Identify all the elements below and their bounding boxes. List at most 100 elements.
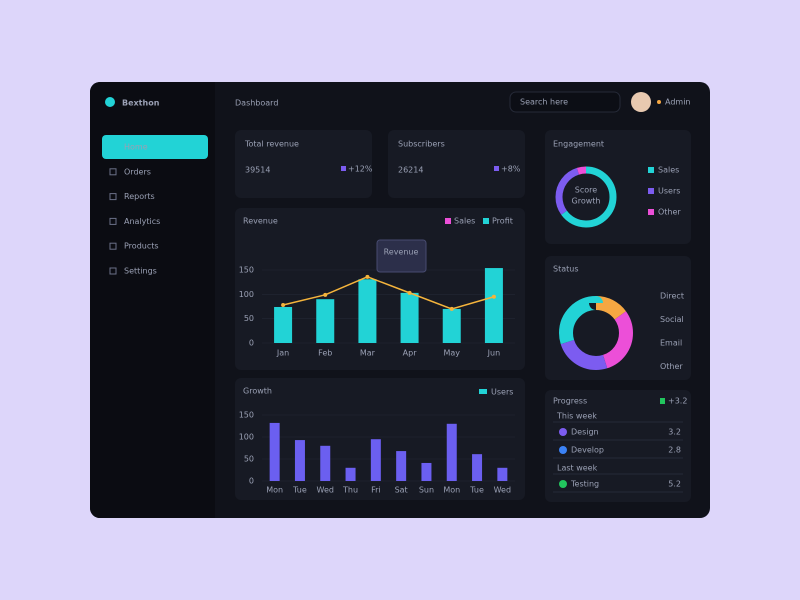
legend-label: Direct (660, 292, 684, 301)
x-tick-label: Mar (360, 349, 376, 358)
bar (497, 467, 508, 481)
legend-label: Email (660, 339, 682, 348)
tooltip (376, 239, 427, 273)
donut-segment (555, 166, 617, 228)
row-value: 3.2 (668, 428, 681, 437)
kpi-label: Total revenue (244, 140, 299, 149)
status-dot (657, 100, 661, 104)
bar (274, 306, 293, 343)
bar (484, 268, 503, 343)
x-tick-label: Mon (266, 486, 283, 495)
x-tick-label: Tue (292, 486, 307, 495)
page-title: Dashboard (235, 99, 278, 108)
chart-title: Growth (243, 387, 272, 396)
avatar[interactable] (631, 92, 651, 112)
y-tick-label: 150 (239, 411, 254, 420)
line-dot (323, 292, 328, 297)
legend-swatch (648, 167, 654, 173)
row-dot (559, 446, 567, 454)
menu-icon (109, 242, 117, 250)
menu-item[interactable]: Orders (124, 167, 151, 176)
menu-item[interactable]: Settings (124, 267, 157, 276)
kpi-badge: +12% (348, 165, 373, 174)
legend-label: Users (491, 388, 513, 397)
legend-label: Users (658, 187, 680, 196)
donut-segment (559, 296, 633, 370)
tooltip-text: Revenue (384, 248, 419, 257)
kpi-badge-icon (341, 166, 346, 171)
legend-swatch (648, 209, 654, 215)
donut-segment (555, 166, 617, 228)
x-tick-label: Apr (403, 349, 418, 358)
y-tick-label: 100 (239, 433, 254, 442)
badge: +3.2 (668, 397, 687, 406)
legend-label: Sales (658, 166, 679, 175)
legend-label: Social (660, 315, 684, 324)
x-tick-label: Wed (494, 486, 511, 495)
sidebar (90, 82, 215, 518)
kpi-badge: +8% (501, 165, 521, 174)
bar (446, 423, 457, 481)
kpi-value: 39514 (245, 166, 270, 175)
legend-label: Sales (454, 217, 475, 226)
card (235, 130, 372, 198)
bar (358, 279, 377, 343)
badge-swatch (660, 398, 665, 404)
chart-title: Revenue (243, 217, 278, 226)
group-heading: Last week (557, 464, 598, 473)
logo (105, 97, 115, 107)
row-value: 2.8 (668, 446, 681, 455)
menu-item[interactable]: Analytics (124, 217, 160, 226)
donut-segment (559, 296, 633, 370)
row-dot (559, 480, 567, 488)
group-heading: This week (556, 412, 597, 421)
card-title: Status (553, 265, 579, 274)
row-value: 5.2 (668, 480, 681, 489)
x-tick-label: Jan (276, 349, 289, 358)
brand: Bexthon (122, 99, 160, 108)
x-tick-label: Sun (419, 486, 434, 495)
bar (345, 467, 356, 481)
donut-label: Score (575, 186, 597, 195)
bar (400, 292, 419, 343)
bar (442, 308, 461, 343)
bar (370, 439, 381, 481)
menu-item[interactable]: Products (124, 242, 159, 251)
row-label: Testing (570, 480, 599, 489)
bar (421, 462, 432, 481)
search-box[interactable] (509, 91, 621, 113)
line (282, 276, 495, 310)
bar (320, 445, 331, 481)
menu-item[interactable]: Home (124, 143, 148, 152)
donut-segment (559, 296, 633, 370)
legend-swatch (483, 218, 489, 224)
line-dot (449, 306, 454, 311)
menu-active[interactable] (102, 135, 208, 159)
bar (269, 422, 280, 481)
x-tick-label: Feb (318, 349, 332, 358)
legend-label: Profit (492, 217, 513, 226)
kpi-badge-icon (494, 166, 499, 171)
x-tick-label: Sat (395, 486, 408, 495)
card (235, 208, 525, 370)
y-tick-label: 0 (249, 477, 254, 486)
x-tick-label: May (443, 349, 460, 358)
legend-label: Other (660, 362, 683, 371)
y-tick-label: 0 (249, 339, 254, 348)
kpi-value: 26214 (398, 166, 423, 175)
y-tick-label: 50 (244, 455, 254, 464)
y-tick-label: 50 (244, 314, 254, 323)
donut-label: Growth (572, 197, 601, 206)
row-label: Develop (571, 446, 604, 455)
x-tick-label: Jun (487, 349, 501, 358)
x-tick-label: Mon (443, 486, 460, 495)
line-dot (407, 290, 412, 295)
legend-swatch (445, 218, 451, 224)
row-dot (559, 428, 567, 436)
menu-item[interactable]: Reports (124, 192, 155, 201)
bar (294, 440, 305, 481)
menu-icon (109, 168, 117, 176)
user-name: Admin (665, 98, 691, 107)
card-title: Engagement (553, 140, 604, 149)
